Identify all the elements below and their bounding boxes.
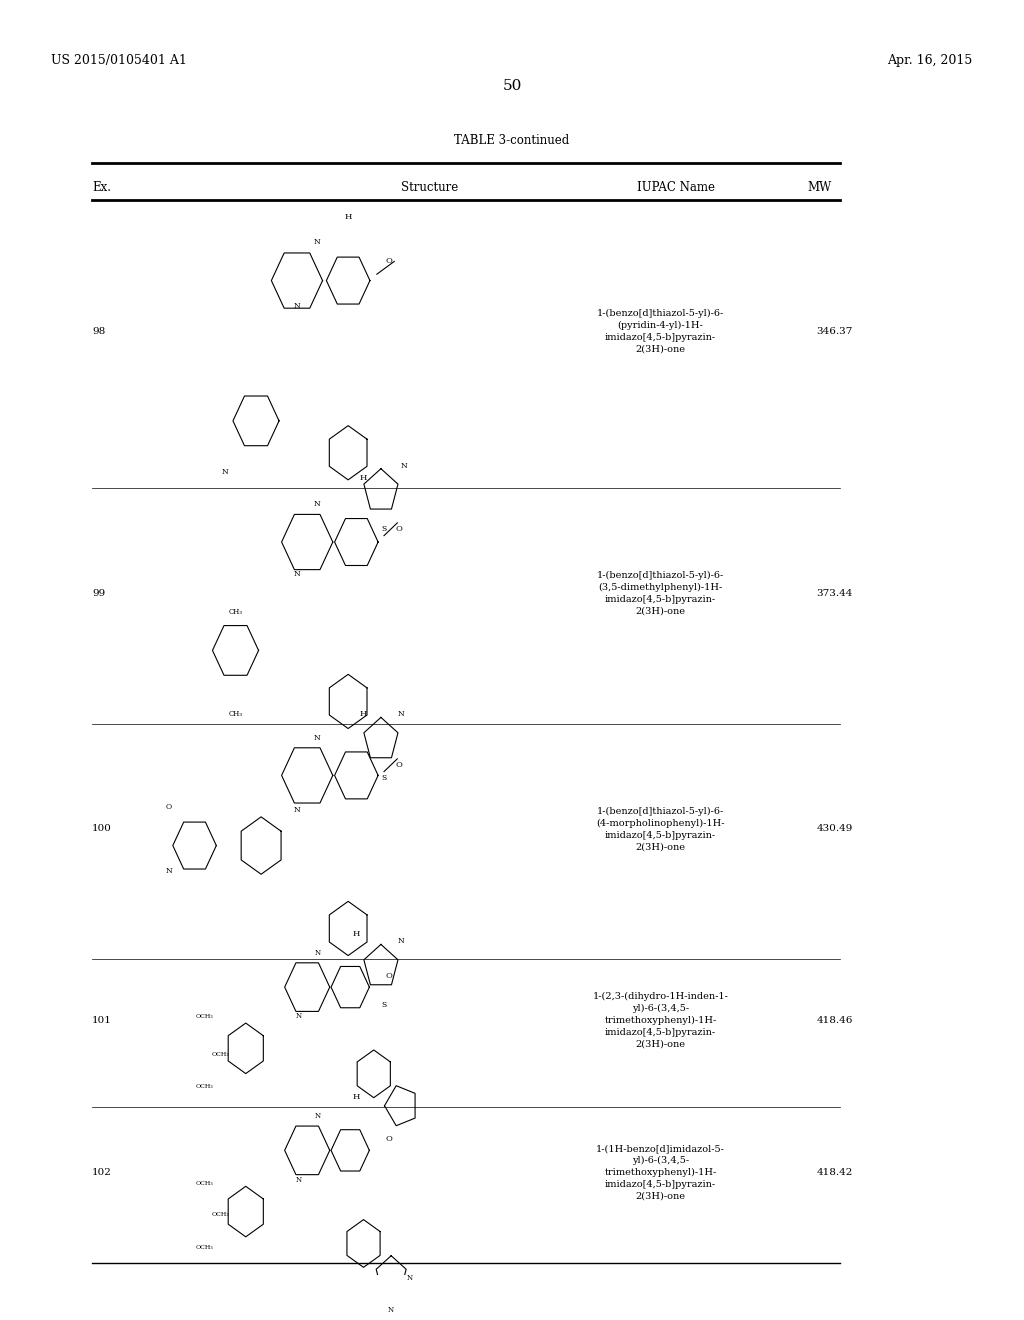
Text: IUPAC Name: IUPAC Name <box>637 181 715 194</box>
Text: N: N <box>294 570 300 578</box>
Text: N: N <box>388 1305 394 1313</box>
Text: N: N <box>314 239 321 247</box>
FancyBboxPatch shape <box>358 972 604 1094</box>
Text: 1-(benzo[d]thiazol-5-yl)-6-
(pyridin-4-yl)-1H-
imidazo[4,5-b]pyrazin-
2(3H)-one: 1-(benzo[d]thiazol-5-yl)-6- (pyridin-4-y… <box>597 309 724 354</box>
Text: O: O <box>166 804 172 812</box>
Text: 346.37: 346.37 <box>816 327 853 337</box>
Text: N: N <box>314 500 321 508</box>
Text: O: O <box>386 972 392 979</box>
Text: H: H <box>359 710 368 718</box>
Text: 1-(1H-benzo[d]imidazol-5-
yl)-6-(3,4,5-
trimethoxyphenyl)-1H-
imidazo[4,5-b]pyra: 1-(1H-benzo[d]imidazol-5- yl)-6-(3,4,5- … <box>596 1143 725 1200</box>
Text: N: N <box>314 734 321 742</box>
Text: 1-(2,3-(dihydro-1H-inden-1-
yl)-6-(3,4,5-
trimethoxyphenyl)-1H-
imidazo[4,5-b]py: 1-(2,3-(dihydro-1H-inden-1- yl)-6-(3,4,5… <box>593 991 728 1048</box>
FancyBboxPatch shape <box>358 213 604 475</box>
Text: 99: 99 <box>92 589 105 598</box>
Text: N: N <box>294 805 300 814</box>
Text: S: S <box>381 774 387 781</box>
Text: 418.42: 418.42 <box>816 1168 853 1176</box>
Text: H: H <box>359 474 368 482</box>
Text: 373.44: 373.44 <box>816 589 853 598</box>
Text: N: N <box>407 1274 413 1282</box>
Text: Apr. 16, 2015: Apr. 16, 2015 <box>888 54 973 66</box>
Text: N: N <box>398 710 404 718</box>
Text: N: N <box>314 1111 321 1119</box>
Text: N: N <box>294 302 300 310</box>
Text: 1-(benzo[d]thiazol-5-yl)-6-
(3,5-dimethylphenyl)-1H-
imidazo[4,5-b]pyrazin-
2(3H: 1-(benzo[d]thiazol-5-yl)-6- (3,5-dimethy… <box>597 572 724 616</box>
Text: OCH₃: OCH₃ <box>211 1212 229 1217</box>
Text: 101: 101 <box>92 1016 112 1024</box>
Text: 98: 98 <box>92 327 105 337</box>
Text: Structure: Structure <box>401 181 459 194</box>
Text: O: O <box>386 257 392 265</box>
Text: N: N <box>296 1176 302 1184</box>
Text: CH₃: CH₃ <box>228 710 243 718</box>
Text: N: N <box>398 937 404 945</box>
Text: S: S <box>381 1001 387 1008</box>
Text: CH₃: CH₃ <box>228 609 243 616</box>
Text: H: H <box>344 213 352 220</box>
Text: N: N <box>166 867 172 875</box>
Text: 1-(benzo[d]thiazol-5-yl)-6-
(4-morpholinophenyl)-1H-
imidazo[4,5-b]pyrazin-
2(3H: 1-(benzo[d]thiazol-5-yl)-6- (4-morpholin… <box>596 807 725 851</box>
Text: TABLE 3-continued: TABLE 3-continued <box>455 133 569 147</box>
Text: OCH₃: OCH₃ <box>196 1181 214 1185</box>
Text: N: N <box>314 949 321 957</box>
Text: O: O <box>396 525 402 533</box>
Text: Ex.: Ex. <box>92 181 112 194</box>
FancyBboxPatch shape <box>358 502 604 711</box>
Text: OCH₃: OCH₃ <box>211 1052 229 1057</box>
Text: 50: 50 <box>503 79 521 94</box>
Text: OCH₃: OCH₃ <box>196 1084 214 1089</box>
Text: O: O <box>386 1135 392 1143</box>
FancyBboxPatch shape <box>358 1119 604 1250</box>
Text: OCH₃: OCH₃ <box>196 1014 214 1019</box>
Text: N: N <box>401 462 408 470</box>
FancyBboxPatch shape <box>358 737 604 946</box>
Text: 100: 100 <box>92 825 112 833</box>
Text: 430.49: 430.49 <box>816 825 853 833</box>
Text: MW: MW <box>807 181 831 194</box>
Text: N: N <box>222 467 228 477</box>
Text: S: S <box>381 525 387 533</box>
Text: OCH₃: OCH₃ <box>196 1245 214 1250</box>
Text: 102: 102 <box>92 1168 112 1176</box>
Text: 418.46: 418.46 <box>816 1016 853 1024</box>
Text: H: H <box>352 929 360 937</box>
Text: N: N <box>296 1012 302 1020</box>
Text: O: O <box>396 762 402 770</box>
Text: US 2015/0105401 A1: US 2015/0105401 A1 <box>51 54 187 66</box>
Text: H: H <box>352 1093 360 1101</box>
